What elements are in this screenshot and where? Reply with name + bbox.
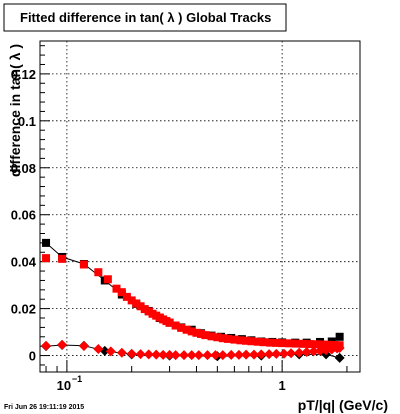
data-point-diamond (248, 349, 259, 360)
data-point-square (132, 299, 141, 308)
data-point-square (197, 329, 206, 338)
data-point-square (94, 268, 103, 277)
data-point-diamond (241, 349, 252, 360)
data-point-square (312, 340, 321, 349)
data-point-diamond (170, 350, 181, 361)
data-point-square (58, 254, 67, 263)
data-point-square (335, 332, 344, 341)
data-point-diamond (41, 340, 52, 351)
chart-title: Fitted difference in tan( λ ) Global Tra… (20, 10, 271, 25)
data-point-square (182, 325, 191, 334)
data-point-diamond (315, 345, 326, 356)
data-point-square (272, 338, 281, 347)
data-point-square (136, 302, 145, 311)
y-tick-label: 0.04 (11, 255, 37, 270)
data-point-square (259, 338, 268, 347)
x-tick-label: 1 (279, 378, 286, 393)
data-point-diamond (78, 340, 89, 351)
data-point-diamond (179, 350, 190, 361)
data-point-square (122, 292, 131, 301)
data-point-diamond (334, 352, 345, 363)
data-point-diamond (57, 339, 68, 350)
data-point-diamond (286, 348, 297, 359)
data-point-diamond (294, 347, 305, 358)
data-point-diamond (93, 343, 104, 354)
data-point-diamond (135, 349, 146, 360)
y-tick-label: 0.1 (18, 114, 36, 129)
data-point-square (230, 335, 239, 344)
data-point-diamond (278, 348, 289, 359)
data-point-square (306, 340, 315, 349)
data-point-square (253, 337, 262, 346)
data-point-square (42, 238, 51, 247)
data-point-square (192, 328, 201, 337)
data-point-square (187, 327, 196, 336)
data-point-square (165, 318, 174, 327)
y-tick-label: 0.12 (11, 67, 36, 82)
data-point-square (79, 260, 88, 269)
title-box (3, 3, 287, 32)
data-point-square (218, 334, 227, 343)
data-point-diamond (334, 343, 345, 354)
data-point-diamond (233, 349, 244, 360)
data-point-square (330, 341, 339, 350)
data-point-square (42, 254, 51, 263)
x-axis-label: pT/|q| (GeV/c) (298, 397, 388, 413)
data-point-square (278, 339, 287, 348)
data-point-square (207, 332, 216, 341)
y-axis-label: difference in tan( λ ) (7, 44, 23, 177)
data-point-square (242, 336, 251, 345)
x-tick-exponent: −1 (72, 374, 82, 384)
data-point-square (319, 340, 328, 349)
data-point-diamond (210, 350, 221, 361)
data-point-square (247, 337, 256, 346)
data-point-diamond (105, 346, 116, 357)
data-point-square (236, 336, 245, 345)
data-point-diamond (308, 346, 319, 357)
plot-frame (39, 40, 361, 373)
data-point-square (117, 288, 126, 297)
data-point-diamond (271, 348, 282, 359)
data-point-square (171, 321, 180, 330)
data-point-square (292, 339, 301, 348)
data-point-diamond (164, 349, 175, 360)
data-point-square (213, 333, 222, 342)
y-tick-label: 0 (29, 349, 36, 364)
data-point-square (127, 296, 136, 305)
data-point-square (285, 339, 294, 348)
tick-labels: 0 0.02 0.04 0.06 0.08 0.1 0.12 10 −1 1 (11, 67, 286, 393)
data-point-diamond (264, 349, 275, 360)
data-point-square (177, 323, 186, 332)
data-point-diamond (143, 349, 154, 360)
data-point-diamond (193, 350, 204, 361)
y-tick-label: 0.02 (11, 302, 36, 317)
footer-timestamp: Fri Jun 26 19:11:19 2015 (4, 404, 84, 411)
y-tick-label: 0.08 (11, 161, 36, 176)
data-point-diamond (301, 347, 312, 358)
data-point-diamond (217, 350, 228, 361)
axis-ticks (40, 45, 348, 372)
data-point-square (324, 340, 333, 349)
y-tick-label: 0.06 (11, 208, 36, 223)
data-point-square (103, 275, 112, 284)
data-points (41, 238, 345, 363)
data-point-diamond (116, 347, 127, 358)
data-point-diamond (256, 349, 267, 360)
data-point-square (112, 284, 121, 293)
data-point-square (223, 334, 232, 343)
data-point-square (201, 331, 210, 340)
data-point-diamond (202, 350, 213, 361)
data-point-square (266, 338, 275, 347)
data-point-diamond (186, 350, 197, 361)
grid-lines (40, 41, 360, 372)
data-point-diamond (158, 349, 169, 360)
data-point-diamond (151, 349, 162, 360)
data-point-diamond (126, 348, 137, 359)
data-point-square (298, 339, 307, 348)
data-point-diamond (226, 349, 237, 360)
x-tick-label: 10 (57, 378, 71, 393)
